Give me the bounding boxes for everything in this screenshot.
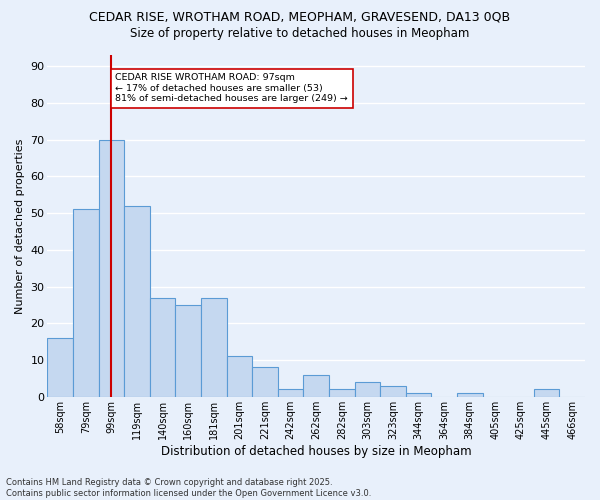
Bar — [304, 374, 329, 397]
Bar — [534, 390, 559, 397]
X-axis label: Distribution of detached houses by size in Meopham: Distribution of detached houses by size … — [161, 444, 472, 458]
Bar — [278, 390, 304, 397]
Y-axis label: Number of detached properties: Number of detached properties — [15, 138, 25, 314]
Bar — [227, 356, 252, 397]
Bar — [73, 210, 98, 397]
Text: Contains HM Land Registry data © Crown copyright and database right 2025.
Contai: Contains HM Land Registry data © Crown c… — [6, 478, 371, 498]
Bar — [406, 393, 431, 397]
Bar — [252, 368, 278, 397]
Bar — [329, 390, 355, 397]
Bar — [457, 393, 482, 397]
Text: CEDAR RISE WROTHAM ROAD: 97sqm
← 17% of detached houses are smaller (53)
81% of : CEDAR RISE WROTHAM ROAD: 97sqm ← 17% of … — [115, 74, 348, 103]
Bar — [355, 382, 380, 397]
Bar — [98, 140, 124, 397]
Bar — [380, 386, 406, 397]
Bar — [47, 338, 73, 397]
Bar — [124, 206, 150, 397]
Bar — [175, 305, 201, 397]
Bar — [150, 298, 175, 397]
Bar — [201, 298, 227, 397]
Text: CEDAR RISE, WROTHAM ROAD, MEOPHAM, GRAVESEND, DA13 0QB: CEDAR RISE, WROTHAM ROAD, MEOPHAM, GRAVE… — [89, 10, 511, 23]
Text: Size of property relative to detached houses in Meopham: Size of property relative to detached ho… — [130, 28, 470, 40]
